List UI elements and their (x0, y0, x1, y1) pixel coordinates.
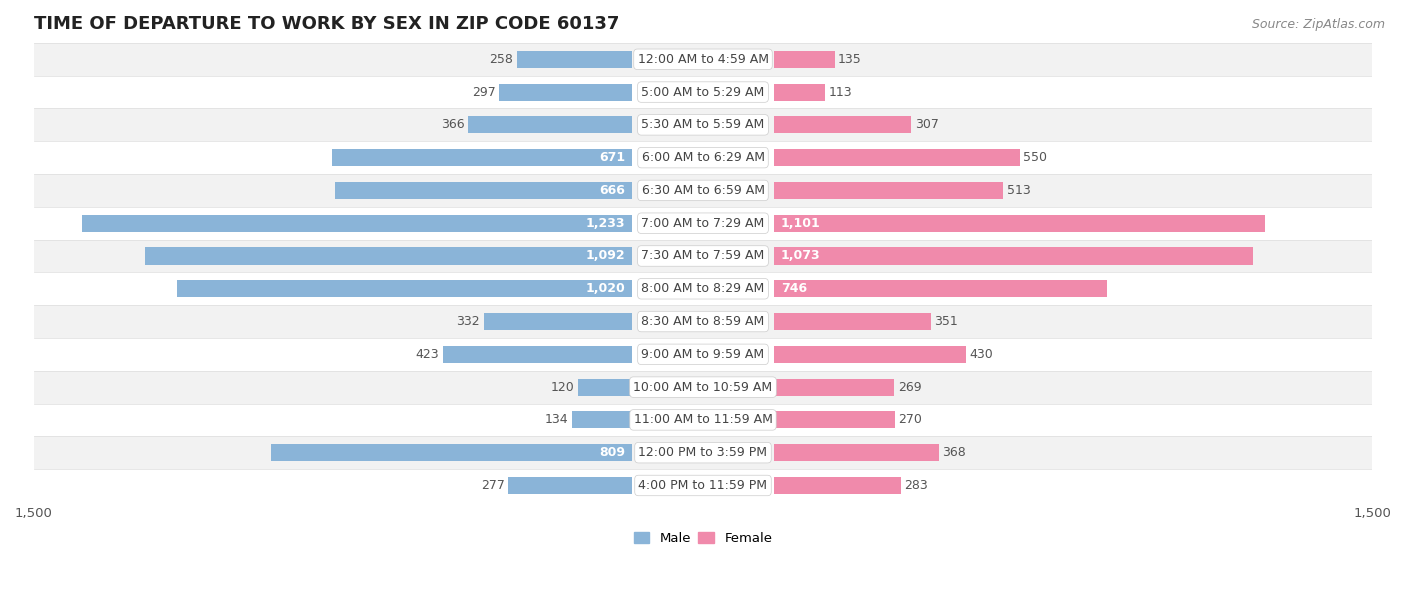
Bar (484, 313, 631, 330)
Text: 11:00 AM to 11:59 AM: 11:00 AM to 11:59 AM (634, 414, 772, 427)
Text: 332: 332 (457, 315, 479, 328)
Bar (775, 182, 1004, 199)
Bar (775, 346, 966, 363)
Text: 8:00 AM to 8:29 AM: 8:00 AM to 8:29 AM (641, 282, 765, 295)
Text: 120: 120 (551, 381, 575, 394)
Bar (34, 108, 1372, 141)
Bar (775, 378, 894, 396)
Bar (34, 469, 1372, 502)
Bar (271, 444, 631, 461)
Bar (499, 83, 631, 101)
Text: 10:00 AM to 10:59 AM: 10:00 AM to 10:59 AM (634, 381, 772, 394)
Text: 6:30 AM to 6:59 AM: 6:30 AM to 6:59 AM (641, 184, 765, 197)
Text: 258: 258 (489, 53, 513, 66)
Text: 1,233: 1,233 (585, 217, 624, 230)
Bar (34, 207, 1372, 240)
Bar (34, 371, 1372, 403)
Bar (572, 411, 631, 428)
Text: Source: ZipAtlas.com: Source: ZipAtlas.com (1251, 18, 1385, 31)
Bar (34, 305, 1372, 338)
Text: 297: 297 (472, 86, 495, 99)
Text: 8:30 AM to 8:59 AM: 8:30 AM to 8:59 AM (641, 315, 765, 328)
Bar (34, 403, 1372, 436)
Bar (443, 346, 631, 363)
Text: 1,092: 1,092 (585, 249, 624, 262)
Bar (516, 51, 631, 68)
Bar (468, 117, 631, 133)
Bar (34, 240, 1372, 273)
Text: 7:30 AM to 7:59 AM: 7:30 AM to 7:59 AM (641, 249, 765, 262)
Bar (332, 149, 631, 166)
Text: 368: 368 (942, 446, 966, 459)
Bar (775, 280, 1107, 298)
Bar (82, 215, 631, 231)
Text: 12:00 AM to 4:59 AM: 12:00 AM to 4:59 AM (637, 53, 769, 66)
Text: 307: 307 (915, 118, 939, 131)
Bar (775, 117, 911, 133)
Bar (775, 83, 825, 101)
Text: 423: 423 (416, 348, 440, 361)
Bar (775, 313, 931, 330)
Text: 746: 746 (782, 282, 807, 295)
Text: 9:00 AM to 9:59 AM: 9:00 AM to 9:59 AM (641, 348, 765, 361)
Bar (775, 51, 835, 68)
Text: 1,020: 1,020 (585, 282, 624, 295)
Bar (508, 477, 631, 494)
Bar (775, 411, 894, 428)
Bar (34, 43, 1372, 76)
Bar (775, 149, 1019, 166)
Bar (34, 174, 1372, 207)
Bar (34, 141, 1372, 174)
Text: 513: 513 (1007, 184, 1031, 197)
Bar (775, 248, 1253, 265)
Text: 269: 269 (898, 381, 921, 394)
Text: 351: 351 (935, 315, 959, 328)
Text: 5:30 AM to 5:59 AM: 5:30 AM to 5:59 AM (641, 118, 765, 131)
Text: 6:00 AM to 6:29 AM: 6:00 AM to 6:29 AM (641, 151, 765, 164)
Bar (34, 436, 1372, 469)
Text: 277: 277 (481, 479, 505, 492)
Bar (34, 338, 1372, 371)
Text: 12:00 PM to 3:59 PM: 12:00 PM to 3:59 PM (638, 446, 768, 459)
Bar (578, 378, 631, 396)
Text: 134: 134 (544, 414, 568, 427)
Text: 366: 366 (441, 118, 465, 131)
Text: 135: 135 (838, 53, 862, 66)
Text: 283: 283 (904, 479, 928, 492)
Legend: Male, Female: Male, Female (628, 527, 778, 550)
Text: 5:00 AM to 5:29 AM: 5:00 AM to 5:29 AM (641, 86, 765, 99)
Text: 430: 430 (970, 348, 994, 361)
Text: 666: 666 (599, 184, 624, 197)
Bar (775, 477, 901, 494)
Bar (775, 444, 939, 461)
Text: 671: 671 (599, 151, 624, 164)
Text: 1,101: 1,101 (782, 217, 821, 230)
Bar (775, 215, 1265, 231)
Text: 1,073: 1,073 (782, 249, 821, 262)
Text: 7:00 AM to 7:29 AM: 7:00 AM to 7:29 AM (641, 217, 765, 230)
Bar (34, 273, 1372, 305)
Text: 270: 270 (898, 414, 922, 427)
Bar (145, 248, 631, 265)
Bar (335, 182, 631, 199)
Text: 809: 809 (599, 446, 624, 459)
Text: 4:00 PM to 11:59 PM: 4:00 PM to 11:59 PM (638, 479, 768, 492)
Text: 550: 550 (1024, 151, 1047, 164)
Text: TIME OF DEPARTURE TO WORK BY SEX IN ZIP CODE 60137: TIME OF DEPARTURE TO WORK BY SEX IN ZIP … (34, 15, 619, 33)
Bar (34, 76, 1372, 108)
Text: 113: 113 (828, 86, 852, 99)
Bar (177, 280, 631, 298)
